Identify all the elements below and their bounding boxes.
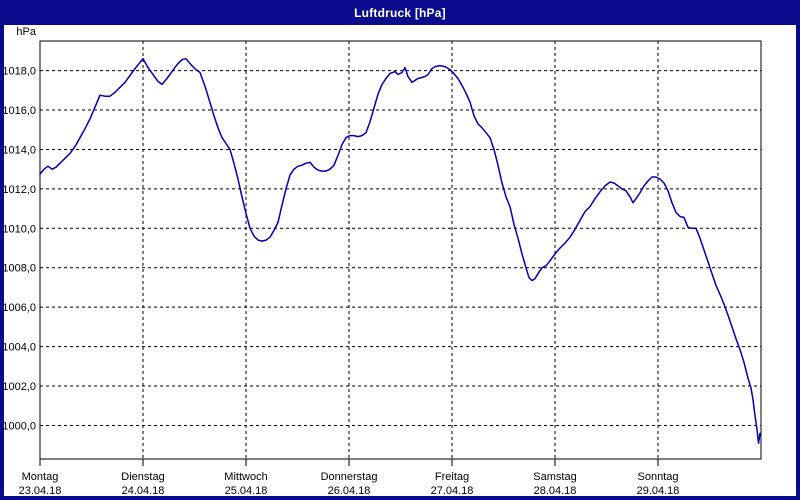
y-tick-label: 1008,0: [4, 263, 36, 275]
pressure-chart: 1018,0 1016,0 1014,0 1012,0 1010,0 1008,0 1006…: [2, 26, 762, 497]
x-tick-label-day: Montag: [22, 471, 59, 483]
window-title: Luftdruck [hPa]: [354, 5, 446, 20]
y-tick-label: 1000,0: [4, 420, 36, 432]
x-tick-label-day: Sonntag: [638, 471, 679, 483]
chart-container: 1018,0 1016,0 1014,0 1012,0 1010,0 1008,0 1006…: [2, 25, 796, 497]
x-tick-label-day: Samstag: [533, 471, 576, 483]
x-tick-label-date: 27.04.18: [431, 485, 474, 496]
pressure-line: [39, 57, 761, 444]
x-tick-label-date: 24.04.18: [122, 485, 165, 496]
y-tick-label: 1004,0: [4, 342, 36, 354]
y-tick-label: 1010,0: [4, 223, 36, 235]
y-tick-label: 1012,0: [4, 184, 36, 196]
x-tick-label-day: Donnerstag: [321, 471, 378, 483]
y-tick-label: 1006,0: [4, 302, 36, 314]
y-tick-label: 1002,0: [4, 381, 36, 393]
x-tick-label-date: 25.04.18: [225, 485, 268, 496]
x-tick-label-date: 29.04.18: [637, 485, 680, 496]
plot-frame: [39, 40, 762, 460]
x-tick-label-date: 28.04.18: [534, 485, 577, 496]
y-tick-label: 1014,0: [4, 144, 36, 156]
x-tick-label-day: Mittwoch: [224, 471, 267, 483]
y-tick-label: 1016,0: [4, 105, 36, 117]
y-tick-label: 1018,0: [4, 66, 36, 78]
y-unit-label: hPa: [16, 26, 36, 38]
window-titlebar: Luftdruck [hPa]: [0, 0, 800, 25]
x-tick-label-date: 23.04.18: [19, 485, 62, 496]
x-tick-label-day: Dienstag: [121, 471, 164, 483]
x-tick-label-day: Freitag: [435, 471, 469, 483]
x-tick-label-date: 26.04.18: [328, 485, 371, 496]
